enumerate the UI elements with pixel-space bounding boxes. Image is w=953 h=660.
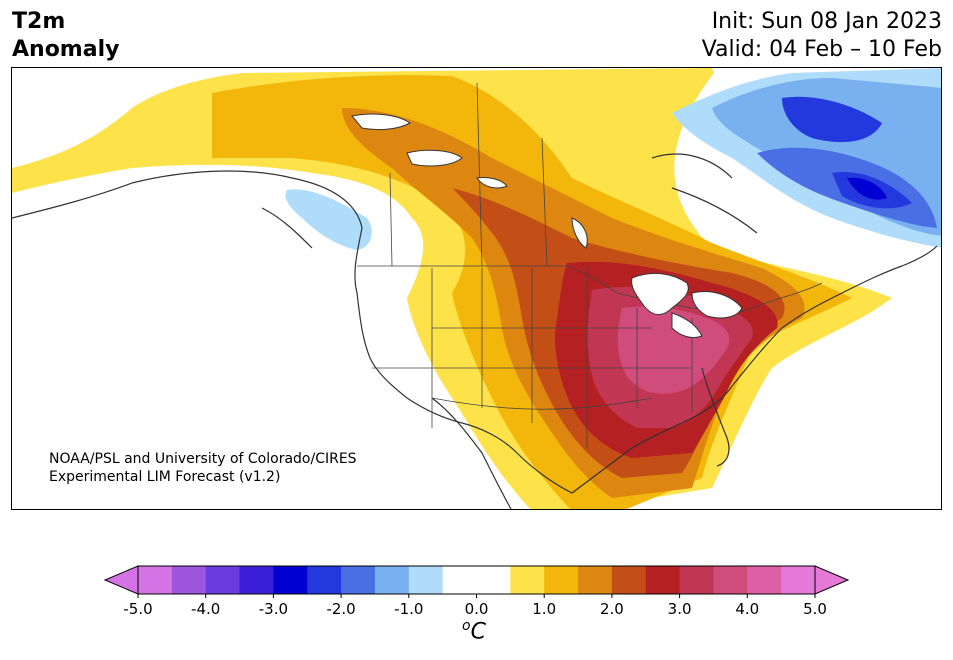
colorbar-swatch [408,566,444,594]
cool-band-west [285,189,372,250]
forecast-dates: Init: Sun 08 Jan 2023 Valid: 04 Feb – 10… [702,8,942,64]
cool-band-north-4 [782,96,912,209]
colorbar-tick-label: -3.0 [259,600,288,618]
colorbar-swatch [476,566,511,594]
colorbar-tick-label: -5.0 [123,600,152,618]
colorbar-swatch [713,566,748,594]
init-date: Init: Sun 08 Jan 2023 [711,9,942,34]
colorbar-swatch [544,566,579,594]
colorbar-swatch [171,566,207,594]
colorbar-tick-label: -1.0 [394,600,423,618]
political-borders [357,82,823,448]
title-variable: T2m [12,9,66,34]
colorbar-swatch [374,566,410,594]
degree-sup: o [462,618,471,634]
title-field: Anomaly [12,37,120,62]
colorbar-swatch [679,566,714,594]
colorbar-swatch [510,566,545,594]
colorbar-tick-label: 1.0 [532,600,556,618]
colorbar-swatch [611,566,647,594]
colorbar-tick-label: 4.0 [735,600,759,618]
lakes [351,113,743,339]
colorbar-swatch [138,566,173,594]
colorbar-tick-label: 2.0 [600,600,624,618]
colorbar: -5.0 -4.0 -3.0 -2.0 -1.0 0.0 1.0 2.0 3.0 4.0 5.0 [0,560,953,660]
colorbar-swatch [781,566,816,594]
colorbar-swatch [205,566,241,594]
colorbar-canvas: -5.0 -4.0 -3.0 -2.0 -1.0 0.0 1.0 2.0 3.0 4.0 5.0 [103,565,850,618]
credit-line-1: NOAA/PSL and University of Colorado/CIRE… [49,451,357,467]
colorbar-swatch [578,566,613,594]
colorbar-swatch [239,566,274,594]
credit-line-2: Experimental LIM Forecast (v1.2) [49,469,280,485]
colorbar-extend-high [814,565,850,595]
colorbar-swatch [442,566,477,594]
colorbar-swatch [747,566,782,594]
colorbar-tick-label: 5.0 [803,600,827,618]
map-canvas: NOAA/PSL and University of Colorado/CIRE… [12,68,941,509]
map-title: T2m Anomaly [12,8,119,64]
colorbar-swatch [645,566,681,594]
unit-letter: C [470,619,486,645]
colorbar-swatch [341,566,376,594]
colorbar-swatch [307,566,342,594]
cool-band-north-5 [847,177,887,200]
anomaly-map: NOAA/PSL and University of Colorado/CIRE… [11,67,942,510]
colorbar-tick-label: 3.0 [668,600,692,618]
valid-range: Valid: 04 Feb – 10 Feb [701,37,942,62]
colorbar-tick-label: -4.0 [191,600,220,618]
colorbar-tick-label: 0.0 [465,600,489,618]
colorbar-unit: oC [462,618,486,644]
coastlines [12,153,938,509]
colorbar-tick-label: -2.0 [326,600,355,618]
colorbar-swatch [273,566,308,594]
colorbar-extend-low [103,565,139,595]
